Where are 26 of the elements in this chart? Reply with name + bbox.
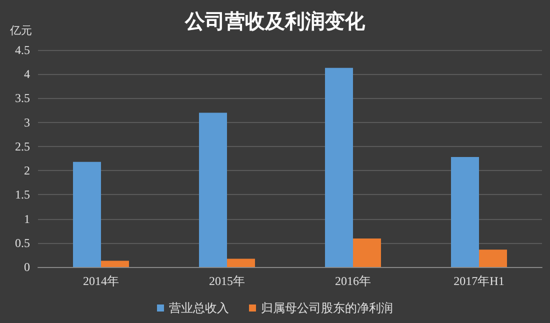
y-tick-label: 0 — [24, 260, 30, 274]
bar — [325, 68, 353, 267]
y-tick-label: 1.5 — [15, 188, 30, 202]
bar — [227, 258, 255, 267]
x-tick-label: 2014年 — [83, 274, 119, 288]
bar — [451, 157, 479, 267]
bar — [479, 250, 507, 267]
y-axis-title: 亿元 — [9, 24, 32, 37]
chart-title: 公司营收及利润变化 — [184, 9, 366, 33]
x-tick-label: 2017年H1 — [454, 274, 504, 288]
y-tick-label: 2.5 — [15, 139, 30, 154]
y-tick-label: 3.5 — [15, 91, 30, 106]
y-tick-label: 0.5 — [15, 236, 30, 250]
bar — [353, 238, 381, 267]
bar — [73, 162, 101, 267]
legend-label: 营业总收入 — [169, 301, 229, 315]
y-tick-label: 1 — [24, 212, 30, 226]
bar — [199, 112, 227, 267]
y-tick-label: 3 — [24, 115, 30, 130]
legend-label: 归属母公司股东的净利润 — [261, 301, 393, 315]
x-tick-label: 2016年 — [335, 274, 371, 288]
x-tick-label: 2015年 — [209, 274, 245, 288]
y-tick-label: 2 — [24, 164, 30, 178]
y-tick-label: 4 — [24, 67, 30, 82]
bar — [101, 260, 129, 267]
y-tick-label: 4.5 — [15, 43, 30, 57]
